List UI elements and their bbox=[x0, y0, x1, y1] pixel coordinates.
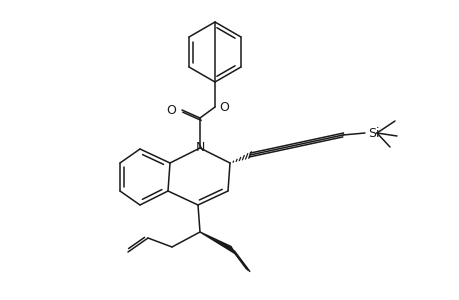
Text: Si: Si bbox=[367, 127, 379, 140]
Text: N: N bbox=[195, 140, 204, 154]
Polygon shape bbox=[200, 232, 235, 254]
Text: O: O bbox=[218, 100, 229, 113]
Text: O: O bbox=[166, 103, 176, 116]
